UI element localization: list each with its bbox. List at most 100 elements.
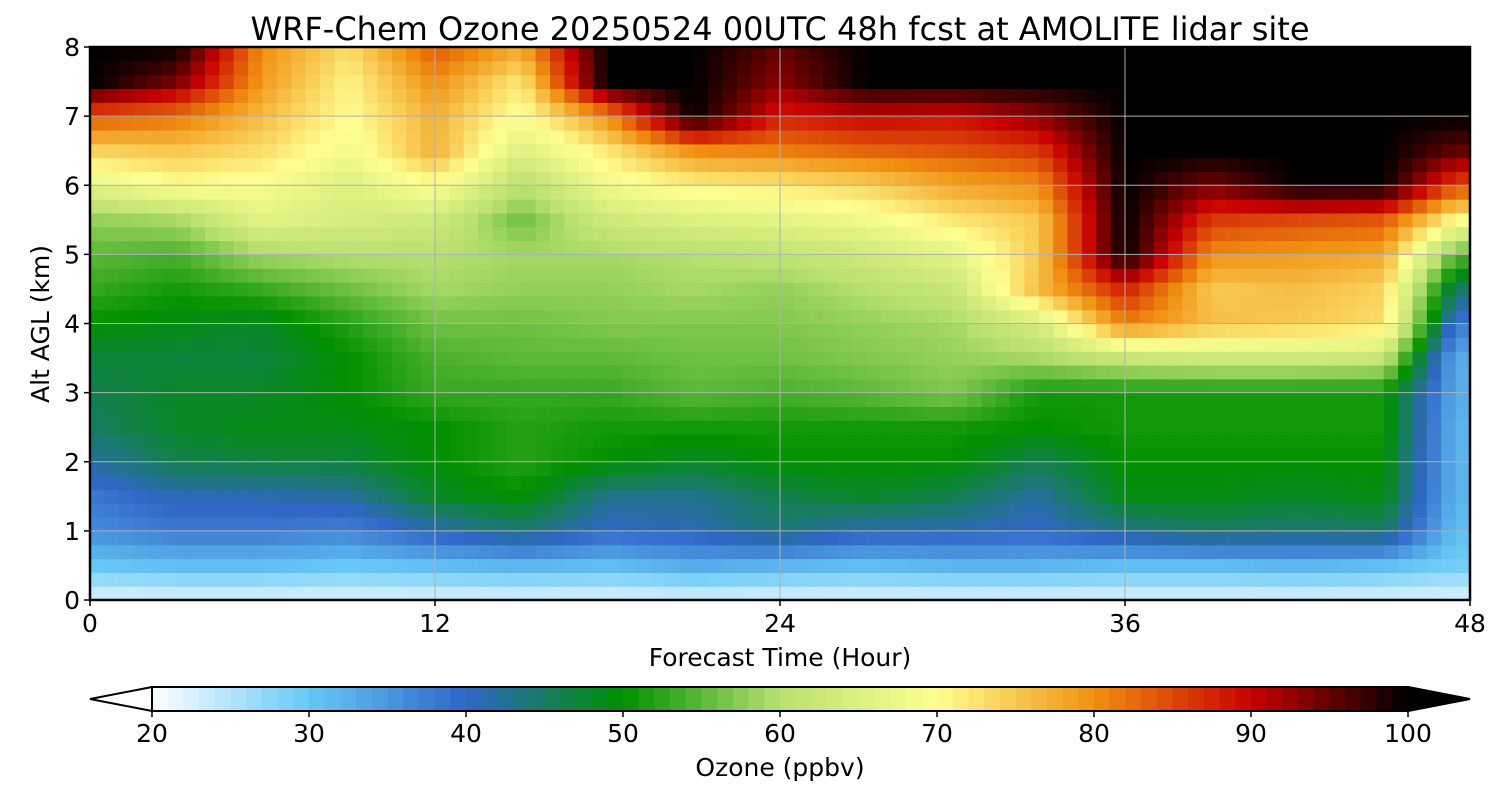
heatmap-cell xyxy=(923,282,939,297)
heatmap-cell xyxy=(190,475,206,490)
heatmap-cell xyxy=(1096,558,1112,573)
heatmap-cell xyxy=(1283,406,1299,421)
heatmap-cell xyxy=(176,309,192,325)
heatmap-cell xyxy=(190,558,206,573)
heatmap-cell xyxy=(693,530,709,546)
heatmap-cell xyxy=(1254,295,1270,311)
heatmap-cell xyxy=(995,434,1011,449)
heatmap-cell xyxy=(923,461,939,477)
heatmap-cell xyxy=(1268,530,1284,546)
heatmap-cell xyxy=(866,517,882,532)
heatmap-cell xyxy=(1110,475,1126,490)
heatmap-cell xyxy=(1168,47,1184,62)
heatmap-cell xyxy=(1297,558,1313,573)
heatmap-cell xyxy=(1398,212,1414,228)
heatmap-cell xyxy=(1053,323,1069,338)
heatmap-cell xyxy=(1383,240,1399,255)
heatmap-cell xyxy=(1225,116,1241,131)
heatmap-cell xyxy=(981,226,997,242)
heatmap-cell xyxy=(1182,268,1198,283)
heatmap-cell xyxy=(1182,434,1198,449)
heatmap-cell xyxy=(1297,129,1313,145)
heatmap-cell xyxy=(1168,88,1184,103)
heatmap-cell xyxy=(1355,461,1370,477)
heatmap-cell xyxy=(406,157,422,173)
heatmap-cell xyxy=(1110,171,1126,186)
heatmap-cell xyxy=(521,351,537,366)
heatmap-cell xyxy=(147,558,163,573)
heatmap-cell xyxy=(1024,282,1040,297)
heatmap-cell xyxy=(190,461,206,477)
heatmap-cell xyxy=(262,392,278,408)
heatmap-cell xyxy=(248,254,264,269)
heatmap-cell xyxy=(923,323,939,338)
heatmap-cell xyxy=(636,295,652,311)
heatmap-cell xyxy=(621,282,637,297)
heatmap-cell xyxy=(377,295,393,311)
heatmap-cell xyxy=(133,475,149,490)
heatmap-cell xyxy=(176,102,192,117)
heatmap-cell xyxy=(176,378,192,394)
heatmap-cell xyxy=(1067,447,1083,463)
heatmap-cell xyxy=(780,530,795,546)
heatmap-cell xyxy=(952,268,968,283)
heatmap-cell xyxy=(765,74,781,90)
heatmap-cell xyxy=(1311,157,1327,173)
y-tick-label: 8 xyxy=(64,33,80,62)
heatmap-cell xyxy=(550,586,565,600)
heatmap-cell xyxy=(1125,129,1140,145)
heatmap-cell xyxy=(736,102,752,117)
heatmap-cell xyxy=(909,309,925,325)
heatmap-cell xyxy=(765,295,781,311)
heatmap-cell xyxy=(1125,185,1140,200)
heatmap-cell xyxy=(1211,420,1227,435)
heatmap-cell xyxy=(1053,212,1069,228)
heatmap-cell xyxy=(952,199,968,214)
heatmap-cell xyxy=(248,351,264,366)
heatmap-cell xyxy=(276,116,292,131)
heatmap-cell xyxy=(449,572,465,587)
heatmap-cell xyxy=(765,129,781,145)
heatmap-cell xyxy=(1283,199,1299,214)
heatmap-cell xyxy=(621,447,637,463)
heatmap-cell xyxy=(363,392,379,408)
colorbar-segment xyxy=(952,687,969,711)
heatmap-cell xyxy=(1326,282,1342,297)
heatmap-cell xyxy=(248,489,264,504)
heatmap-cell xyxy=(276,295,292,311)
heatmap-cell xyxy=(161,254,177,269)
heatmap-cell xyxy=(1024,212,1040,228)
heatmap-cell xyxy=(1153,102,1169,117)
heatmap-cell xyxy=(679,475,695,490)
heatmap-cell xyxy=(923,74,939,90)
heatmap-cell xyxy=(478,475,494,490)
heatmap-cell xyxy=(794,143,810,159)
heatmap-cell xyxy=(909,143,925,159)
heatmap-cell xyxy=(535,282,551,297)
heatmap-cell xyxy=(1254,544,1270,560)
heatmap-cell xyxy=(334,102,350,117)
heatmap-cell xyxy=(866,116,882,131)
heatmap-cell xyxy=(1398,337,1414,352)
colorbar-segment xyxy=(717,687,734,711)
heatmap-cell xyxy=(420,378,436,394)
heatmap-cell xyxy=(564,323,580,338)
heatmap-cell xyxy=(981,530,997,546)
heatmap-cell xyxy=(118,378,134,394)
heatmap-cell xyxy=(305,102,321,117)
heatmap-cell xyxy=(104,282,120,297)
heatmap-cell xyxy=(1110,226,1126,242)
heatmap-cell xyxy=(219,226,235,242)
heatmap-cell xyxy=(909,530,925,546)
heatmap-cell xyxy=(679,47,695,62)
heatmap-cell xyxy=(535,434,551,449)
heatmap-cell xyxy=(1383,185,1399,200)
heatmap-cell xyxy=(895,434,910,449)
heatmap-cell xyxy=(1326,406,1342,421)
heatmap-cell xyxy=(478,572,494,587)
heatmap-cell xyxy=(1340,323,1356,338)
heatmap-cell xyxy=(1254,364,1270,380)
heatmap-cell xyxy=(1168,489,1184,504)
heatmap-cell xyxy=(1081,323,1097,338)
heatmap-cell xyxy=(334,544,350,560)
